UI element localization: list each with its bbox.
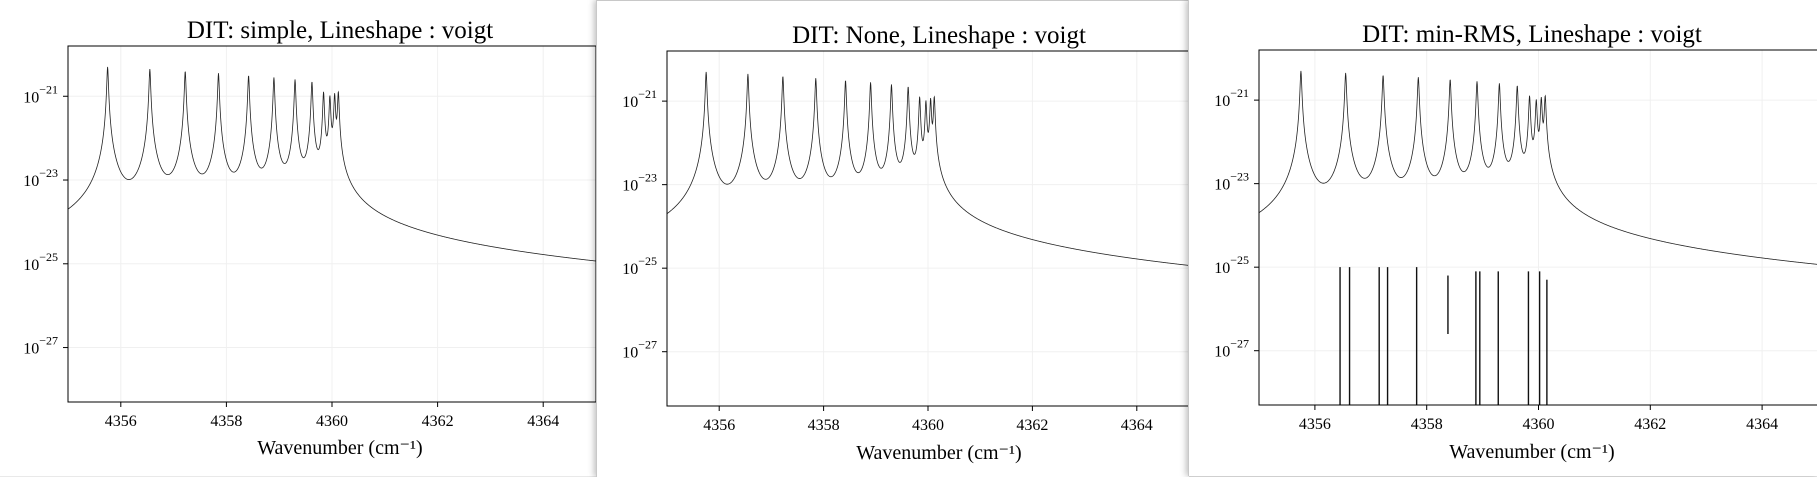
- y-tick-label: 10−25: [1214, 253, 1249, 277]
- x-tick-labels: 4356 4358 4360 4362 4364: [703, 417, 1153, 434]
- x-tick-labels: 4356 4358 4360 4362 4364: [105, 413, 559, 430]
- x-axis-label: Wavenumber (cm⁻¹): [856, 442, 1021, 464]
- chart-svg: DIT: simple, Lineshape : voigt 4356 4358 4…: [23, 17, 596, 459]
- y-tick-label: 10−23: [23, 166, 58, 190]
- x-tick-label: 4364: [1121, 417, 1153, 434]
- plot-frame: [67, 45, 596, 403]
- spectrum-dips: [1339, 267, 1548, 405]
- y-tick-label: 10−23: [622, 171, 657, 195]
- y-tick-label: 10−27: [622, 338, 657, 362]
- spectrum-line: [67, 66, 596, 262]
- axis-ticks: [63, 95, 544, 407]
- gridlines: [68, 46, 596, 402]
- y-tick-labels: 10−21 10−23 10−25 10−27: [1214, 86, 1249, 361]
- chart-svg: DIT: min-RMS, Lineshape : voigt 4356 4358…: [1214, 21, 1817, 463]
- plot-frame: [1258, 49, 1817, 406]
- chart-panel-simple: DIT: simple, Lineshape : voigt 4356 4358 4…: [0, 0, 596, 476]
- y-tick-label: 10−23: [1214, 170, 1249, 194]
- x-tick-label: 4360: [1523, 416, 1555, 433]
- spectrum-line: [666, 71, 1189, 266]
- x-axis-label: Wavenumber (cm⁻¹): [1449, 441, 1614, 463]
- axis-ticks: [1254, 99, 1763, 410]
- y-tick-label: 10−27: [1214, 337, 1249, 361]
- chart-title: DIT: min-RMS, Lineshape : voigt: [1362, 21, 1702, 48]
- gridlines: [667, 51, 1189, 406]
- y-tick-labels: 10−21 10−23 10−25 10−27: [622, 87, 657, 362]
- y-tick-label: 10−21: [1214, 86, 1249, 110]
- chart-title: DIT: None, Lineshape : voigt: [792, 22, 1086, 49]
- chart-panel-none: DIT: None, Lineshape : voigt 4356 4358 436…: [596, 0, 1189, 477]
- axis-ticks: [662, 100, 1138, 411]
- chart-svg: DIT: None, Lineshape : voigt 4356 4358 436…: [622, 22, 1189, 464]
- x-tick-label: 4362: [1634, 416, 1666, 433]
- x-tick-label: 4358: [1411, 416, 1443, 433]
- gridlines: [1259, 50, 1817, 405]
- x-tick-label: 4356: [105, 413, 137, 430]
- y-tick-label: 10−21: [23, 82, 58, 106]
- x-tick-labels: 4356 4358 4360 4362 4364: [1299, 416, 1778, 433]
- x-tick-label: 4364: [527, 413, 559, 430]
- y-tick-label: 10−25: [23, 250, 58, 274]
- x-tick-label: 4362: [1016, 417, 1048, 434]
- x-tick-label: 4356: [703, 417, 735, 434]
- y-tick-label: 10−25: [622, 254, 657, 278]
- y-tick-label: 10−21: [622, 87, 657, 111]
- x-tick-label: 4364: [1746, 416, 1778, 433]
- y-tick-label: 10−27: [23, 334, 58, 358]
- x-tick-label: 4360: [912, 417, 944, 434]
- spectrum-line: [1258, 70, 1817, 265]
- x-tick-label: 4362: [422, 413, 454, 430]
- chart-panel-min-rms: DIT: min-RMS, Lineshape : voigt 4356 4358…: [1188, 0, 1817, 476]
- y-tick-labels: 10−21 10−23 10−25 10−27: [23, 82, 58, 357]
- x-tick-label: 4358: [210, 413, 242, 430]
- chart-title: DIT: simple, Lineshape : voigt: [187, 17, 493, 44]
- x-tick-label: 4360: [316, 413, 348, 430]
- x-tick-label: 4356: [1299, 416, 1331, 433]
- x-tick-label: 4358: [808, 417, 840, 434]
- plot-frame: [666, 50, 1189, 407]
- x-axis-label: Wavenumber (cm⁻¹): [257, 437, 422, 459]
